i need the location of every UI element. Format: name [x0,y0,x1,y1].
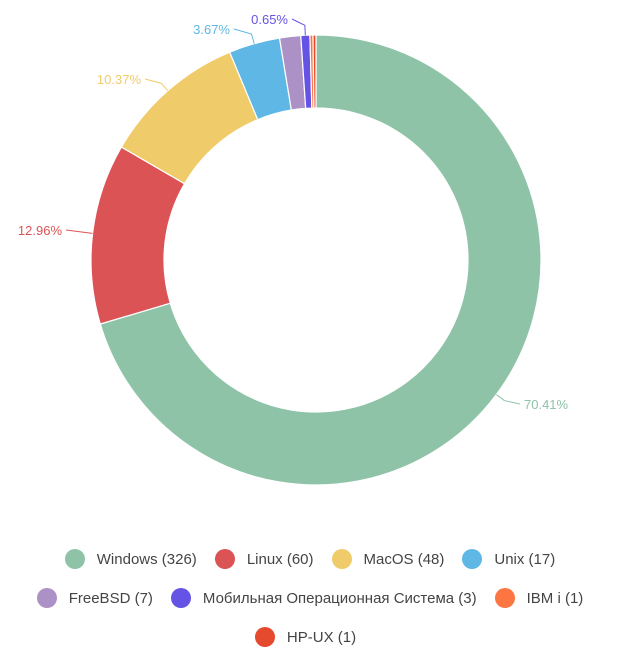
legend-swatch [494,588,515,608]
data-label: 3.67% [193,22,230,37]
legend-item[interactable]: MacOS (48) [331,548,445,570]
legend-item[interactable]: Linux (60) [214,548,314,570]
data-label: 10.37% [97,72,142,87]
legend-item[interactable]: Мобильная Операционная Система (3) [170,587,477,609]
legend-swatch [36,588,57,608]
legend-label: MacOS (48) [363,550,445,568]
legend-label: Мобильная Операционная Система (3) [202,589,477,607]
legend-swatch [331,549,352,569]
leader-line [144,78,169,92]
leader-line [65,229,93,234]
legend-label: Linux (60) [246,550,314,568]
legend-swatch [462,549,483,569]
data-label: 70.41% [524,397,569,412]
leader-line [233,28,255,44]
legend-item[interactable]: FreeBSD (7) [36,587,153,609]
data-label: 12.96% [18,223,63,238]
legend-label: Unix (17) [494,550,556,568]
donut-chart: 70.41% 12.96% 10.37% 3.67% 0.65% [18,12,569,486]
legend-label: IBM i (1) [526,589,584,607]
slice-windows[interactable] [99,34,542,486]
leader-line [291,18,306,36]
legend-item[interactable]: IBM i (1) [494,587,584,609]
chart-legend: Windows (326) Linux (60) MacOS (48) Unix (1… [0,548,620,648]
legend-item[interactable]: Windows (326) [64,548,197,570]
legend-swatch [254,627,275,647]
legend-label: Windows (326) [96,550,197,568]
data-label: 0.65% [251,12,288,27]
legend-item[interactable]: Unix (17) [462,548,555,570]
legend-item[interactable]: HP-UX (1) [254,626,357,648]
leader-line [496,394,521,405]
slice-hp-ux[interactable] [312,34,317,109]
legend-label: HP-UX (1) [286,628,357,646]
legend-swatch [214,549,235,569]
legend-swatch [170,588,191,608]
legend-label: FreeBSD (7) [68,589,153,607]
legend-swatch [64,549,85,569]
